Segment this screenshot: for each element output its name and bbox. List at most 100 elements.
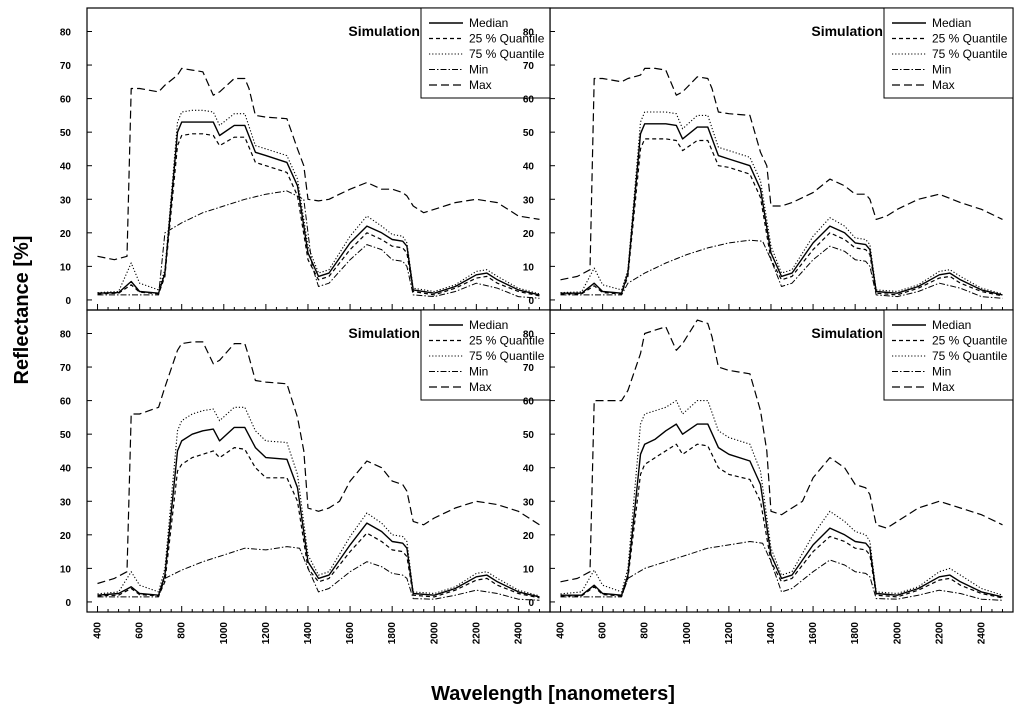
y-tick-label: 40 [523,162,535,173]
y-tick-label: 20 [523,229,535,240]
legend-label: Min [469,365,488,379]
y-tick-label: 40 [60,162,72,173]
y-tick-label: 30 [523,497,535,508]
y-tick-label: 50 [60,430,72,441]
y-tick-label: 30 [60,195,72,206]
legend-label: Max [469,380,492,394]
series-line-median [560,123,1003,296]
y-tick-label: 70 [60,61,72,72]
series-layer [97,341,540,601]
panels-layer: 0 10 20 30 40 50 60 70 80 Simulation 1 Median 25 % … [60,7,1014,645]
series-line-max [560,67,1003,281]
y-axis-title: Reflectance [%] [11,236,33,385]
x-tick-label: 2200 [934,622,945,645]
y-tick-label: 0 [528,296,534,307]
y-tick-label: 10 [523,564,535,575]
x-tick-label: 400 [93,622,104,639]
x-tick-label: 800 [640,622,651,639]
legend-label: Max [932,78,955,92]
series-line-25-quantile [560,443,1003,599]
series-layer [97,67,540,299]
y-tick-label: 10 [523,262,535,273]
x-tick-label: 800 [177,622,188,639]
legend-label: Median [932,318,971,332]
legend-label: Median [469,318,508,332]
legend-label: Max [469,78,492,92]
y-tick-label: 50 [60,128,72,139]
x-tick-label: 1000 [219,622,230,645]
legend-label: 75 % Quantile [469,349,545,363]
panel-title: Simulation 3 [348,325,431,341]
x-tick-label: 1200 [724,622,735,645]
x-tick-label: 600 [135,622,146,639]
x-tick-label: 2400 [976,622,987,645]
x-tick-label: 1600 [345,622,356,645]
legend-label: 75 % Quantile [932,349,1008,363]
y-tick-label: 70 [523,61,535,72]
x-tick-label: 2200 [471,622,482,645]
series-line-25-quantile [97,447,540,599]
panel-title: Simulation 4 [811,325,894,341]
series-line-max [97,341,540,585]
y-tick-label: 80 [60,27,72,38]
series-line-75-quantile [560,400,1003,596]
series-line-max [97,67,540,261]
y-tick-label: 0 [65,598,71,609]
y-tick-label: 50 [523,430,535,441]
panel-1: 0 10 20 30 40 50 60 70 80 Simulation 1 Median 25 % … [60,7,551,311]
panel-title: Simulation 2 [811,23,894,39]
series-line-75-quantile [560,111,1003,295]
legend-box [420,309,551,401]
legend-label: Median [932,16,971,30]
series-line-max [560,319,1003,583]
series-line-75-quantile [97,109,540,295]
x-tick-label: 2000 [892,622,903,645]
y-tick-label: 40 [523,464,535,475]
y-tick-label: 10 [60,564,72,575]
y-tick-label: 20 [60,229,72,240]
series-line-median [97,426,540,598]
legend-label: 75 % Quantile [932,47,1008,61]
legend-box [883,309,1014,401]
legend-label: Median [469,16,508,30]
x-tick-label: 600 [598,622,609,639]
x-tick-label: 1400 [303,622,314,645]
series-line-min [97,546,540,601]
x-tick-label: 1200 [261,622,272,645]
y-tick-label: 50 [523,128,535,139]
series-line-25-quantile [560,138,1003,297]
legend-label: Min [469,63,488,77]
y-tick-label: 10 [60,262,72,273]
series-line-median [97,121,540,296]
y-tick-label: 30 [523,195,535,206]
y-tick-label: 60 [523,95,535,106]
x-tick-label: 1600 [808,622,819,645]
y-tick-label: 60 [60,397,72,408]
legend-label: 25 % Quantile [932,32,1008,46]
series-line-median [560,423,1003,598]
series-layer [560,319,1003,601]
panel-title: Simulation 1 [348,23,431,39]
y-tick-label: 30 [60,497,72,508]
y-tick-label: 0 [528,598,534,609]
y-tick-label: 20 [60,531,72,542]
series-line-min [560,541,1003,601]
legend-label: 25 % Quantile [469,334,545,348]
series-line-min [560,239,1003,299]
series-layer [560,67,1003,299]
y-tick-label: 20 [523,531,535,542]
legend-label: 25 % Quantile [932,334,1008,348]
y-tick-label: 70 [523,363,535,374]
y-tick-label: 70 [60,363,72,374]
x-tick-label: 1000 [682,622,693,645]
x-tick-label: 400 [556,622,567,639]
x-tick-label: 2400 [513,622,524,645]
legend-label: 25 % Quantile [469,32,545,46]
series-line-75-quantile [97,406,540,597]
legend-label: 75 % Quantile [469,47,545,61]
series-line-min [97,190,540,299]
x-tick-label: 1800 [387,622,398,645]
